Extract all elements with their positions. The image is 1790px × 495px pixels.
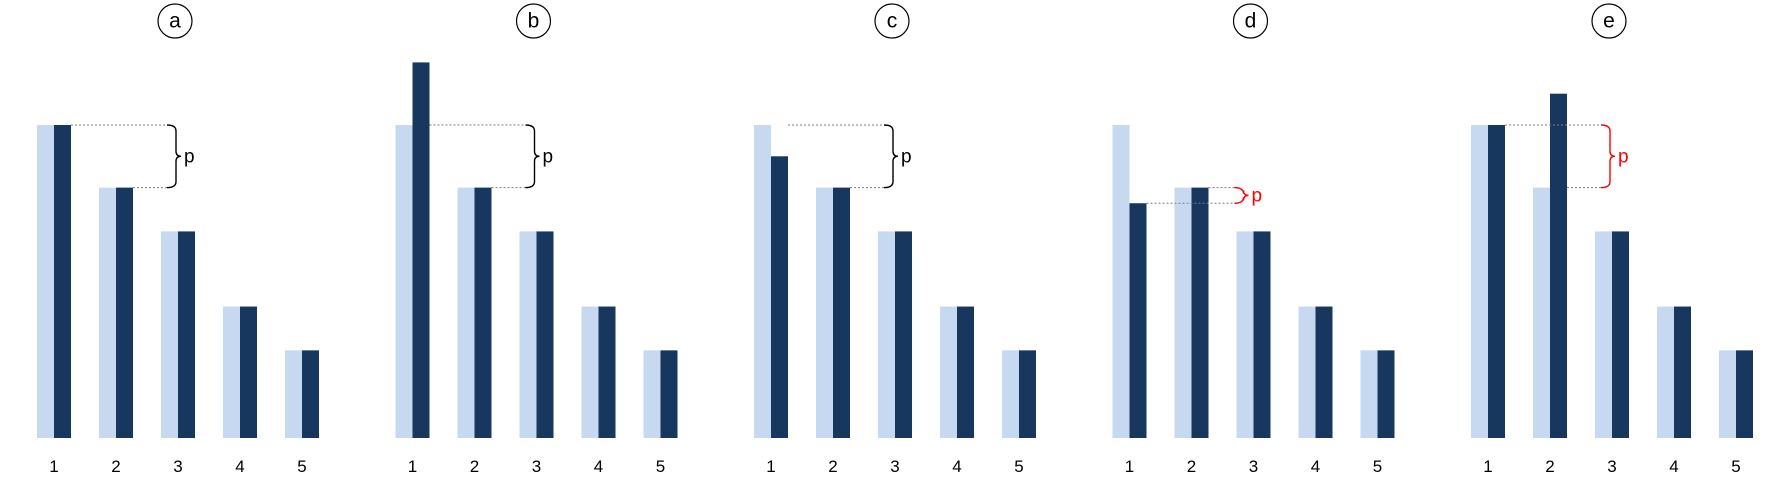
bar-dark <box>1019 350 1036 438</box>
bar-light <box>1174 187 1192 438</box>
panel-label-circle <box>515 3 552 39</box>
bar-light <box>1002 350 1019 438</box>
bar-dark <box>1550 93 1567 438</box>
annotation-label: p <box>184 146 195 167</box>
bar-dark <box>1315 306 1333 438</box>
panel-label: c <box>887 10 898 33</box>
curly-brace <box>525 124 540 189</box>
panel-label: b <box>528 10 540 33</box>
bar-dark <box>957 306 974 438</box>
bar-light <box>754 125 771 438</box>
bar-light <box>816 187 833 438</box>
bar-light <box>1595 231 1612 438</box>
category-tick-label: 5 <box>1014 457 1023 476</box>
bar-light <box>37 125 54 438</box>
category-tick-label: 5 <box>1731 457 1740 476</box>
category-tick-label: 2 <box>470 457 479 476</box>
bar-light <box>1112 125 1130 438</box>
bar-light <box>1533 187 1550 438</box>
bar-dark <box>1612 231 1629 438</box>
category-tick-label: 1 <box>1125 457 1134 476</box>
category-tick-label: 3 <box>173 457 182 476</box>
bar-light <box>457 187 475 438</box>
bar-dark <box>660 350 678 438</box>
bar-dark <box>771 156 788 439</box>
bar-light <box>285 350 302 438</box>
category-tick-label: 3 <box>1607 457 1616 476</box>
bar-dark <box>1191 187 1209 438</box>
bar-light <box>1719 350 1736 438</box>
category-tick-label: 1 <box>766 457 775 476</box>
bar-light <box>1471 125 1488 438</box>
bar-light <box>223 306 240 438</box>
bar-dark <box>833 187 850 438</box>
bar-dark <box>240 306 257 438</box>
category-tick-label: 3 <box>532 457 541 476</box>
category-tick-label: 3 <box>1249 457 1258 476</box>
bar-dark <box>895 231 912 438</box>
category-tick-label: 1 <box>49 457 58 476</box>
category-tick-label: 4 <box>594 457 603 476</box>
bar-dark <box>1736 350 1753 438</box>
category-tick-label: 2 <box>828 457 837 476</box>
bar-light <box>1236 231 1254 438</box>
bar-light <box>161 231 178 438</box>
category-tick-label: 1 <box>1483 457 1492 476</box>
bar-dark <box>1253 231 1271 438</box>
category-tick-label: 1 <box>408 457 417 476</box>
curly-brace <box>166 124 182 189</box>
category-tick-label: 2 <box>111 457 120 476</box>
bar-light <box>940 306 957 438</box>
panel-label-circle <box>1591 3 1627 39</box>
category-tick-label: 4 <box>235 457 244 476</box>
curly-brace <box>1600 124 1616 189</box>
bar-dark <box>474 187 492 438</box>
bar-dark <box>302 350 319 438</box>
bar-dark <box>116 187 133 438</box>
bar-dark <box>412 62 430 439</box>
panel-label: d <box>1245 10 1257 33</box>
panel-label: e <box>1603 10 1615 33</box>
panel-label: a <box>169 10 181 33</box>
annotation-label: p <box>1618 146 1629 167</box>
bar-dark <box>598 306 616 438</box>
curly-brace <box>883 124 899 189</box>
annotation-label: p <box>1252 185 1263 206</box>
category-tick-label: 4 <box>1311 457 1320 476</box>
bar-light <box>1298 306 1316 438</box>
curly-brace <box>1234 186 1249 204</box>
category-tick-label: 5 <box>656 457 665 476</box>
category-tick-label: 2 <box>1545 457 1554 476</box>
bar-dark <box>178 231 195 438</box>
category-tick-label: 5 <box>297 457 306 476</box>
annotation-label: p <box>543 146 554 167</box>
panel-label-circle <box>1232 3 1269 39</box>
panel-label-circle <box>874 3 910 39</box>
bar-light <box>1657 306 1674 438</box>
bar-dark <box>1488 125 1505 438</box>
bar-light <box>519 231 537 438</box>
bar-light <box>878 231 895 438</box>
bar-light <box>581 306 599 438</box>
bar-light <box>99 187 116 438</box>
bar-dark <box>536 231 554 438</box>
bar-dark <box>1377 350 1395 438</box>
bar-light <box>643 350 661 438</box>
bar-dark <box>54 125 71 438</box>
bar-dark <box>1674 306 1691 438</box>
annotation-label: p <box>901 146 912 167</box>
bar-light <box>395 125 413 438</box>
panel-label-circle <box>157 3 193 39</box>
category-tick-label: 4 <box>952 457 961 476</box>
category-tick-label: 5 <box>1373 457 1382 476</box>
bar-light <box>1360 350 1378 438</box>
category-tick-label: 3 <box>890 457 899 476</box>
category-tick-label: 4 <box>1669 457 1678 476</box>
bar-dark <box>1129 203 1147 438</box>
category-tick-label: 2 <box>1187 457 1196 476</box>
